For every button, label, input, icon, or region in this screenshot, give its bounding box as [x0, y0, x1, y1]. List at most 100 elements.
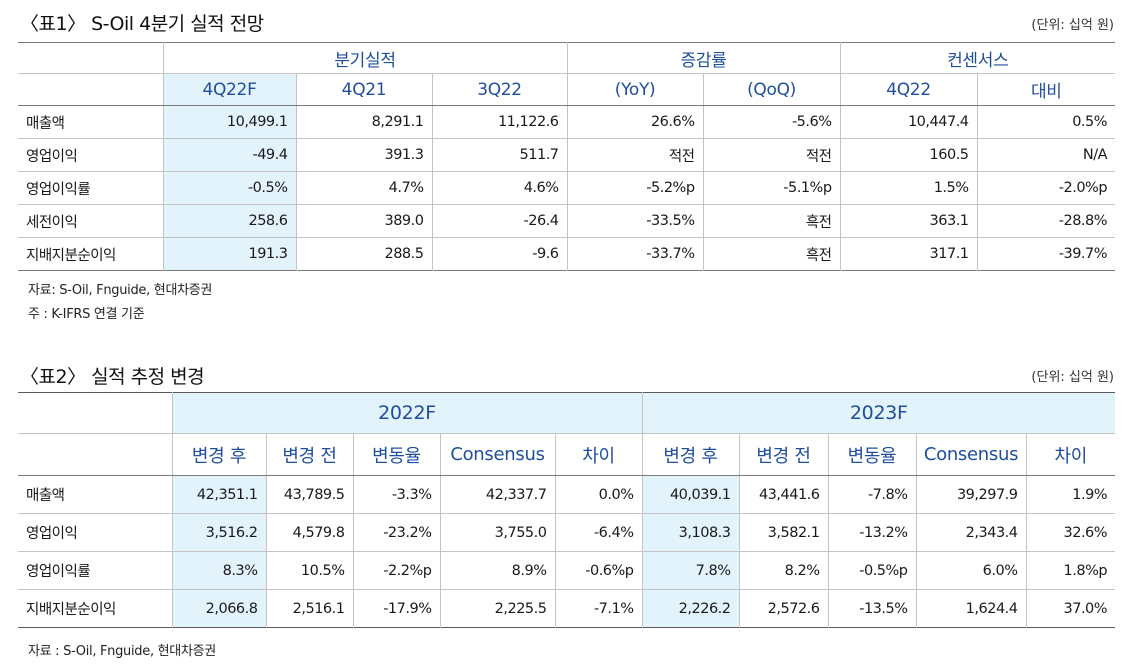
- table-cell: 3,755.0: [439, 513, 555, 552]
- table-cell: -28.8%: [976, 204, 1116, 238]
- row-label: 영업이익률: [18, 551, 172, 590]
- table-cell: 160.5: [839, 138, 978, 172]
- table-cell: 흑전: [702, 237, 841, 271]
- table1-column-header: (YoY): [566, 73, 704, 106]
- table-cell: 0.5%: [976, 105, 1116, 139]
- table-cell: 8.3%: [171, 551, 266, 590]
- table-cell: 2,516.1: [265, 589, 353, 628]
- table-cell: -17.9%: [352, 589, 440, 628]
- table-cell: 2,572.6: [738, 589, 829, 628]
- table-cell: -23.2%: [352, 513, 440, 552]
- table1-group-header-row: 분기실적 증감률 컨센서스: [18, 42, 1116, 74]
- table-cell: 2,343.4: [915, 513, 1027, 552]
- table-cell: -2.2%p: [352, 551, 440, 590]
- table-cell: -5.2%p: [566, 171, 704, 205]
- table-cell: -33.7%: [566, 237, 704, 271]
- table-cell: 258.6: [162, 204, 296, 238]
- table-cell: 26.6%: [566, 105, 704, 139]
- table-cell: 511.7: [431, 138, 568, 172]
- row-label: 매출액: [18, 475, 172, 514]
- table-cell: 3,108.3: [641, 513, 740, 552]
- table1-column-header: 대비: [976, 73, 1116, 106]
- row-label: 영업이익: [18, 138, 163, 172]
- row-label: 세전이익: [18, 204, 163, 238]
- table-cell: 288.5: [295, 237, 432, 271]
- table-cell: -13.2%: [827, 513, 917, 552]
- table1: 분기실적 증감률 컨센서스 4Q22F 4Q21 3Q22 (YoY) (QoQ…: [18, 42, 1116, 271]
- table-cell: -26.4: [431, 204, 568, 238]
- table-cell: -13.5%: [827, 589, 917, 628]
- table-cell: 32.6%: [1025, 513, 1116, 552]
- table-cell: 0.0%: [554, 475, 643, 514]
- table2-column-header: 변경 후: [641, 433, 740, 476]
- table2-column-header: 차이: [1025, 433, 1116, 476]
- table-cell: 8,291.1: [295, 105, 432, 139]
- table-cell: -7.1%: [554, 589, 643, 628]
- table1-footnote: 주 : K-IFRS 연결 기준: [28, 307, 145, 322]
- table-cell: -5.6%: [702, 105, 841, 139]
- table2-group-header: 2022F: [171, 392, 643, 434]
- table2-column-header: 차이: [554, 433, 643, 476]
- table2-group-header: 2023F: [641, 392, 1116, 434]
- table1-column-header: 4Q22: [839, 73, 978, 106]
- table-cell: 43,789.5: [265, 475, 353, 514]
- table-cell: 391.3: [295, 138, 432, 172]
- table2-column-header: 변동율: [352, 433, 440, 476]
- table2: 2022F 2023F 변경 후 변경 전 변동율 Consensus 차이 변…: [18, 392, 1116, 628]
- table1-group-header: 분기실적: [162, 42, 568, 74]
- row-label: 영업이익: [18, 513, 172, 552]
- table-cell: 37.0%: [1025, 589, 1116, 628]
- table2-unit: (단위: 십억 원): [1031, 370, 1114, 385]
- table-cell: 4.6%: [431, 171, 568, 205]
- table-cell: 10.5%: [265, 551, 353, 590]
- table-cell: -0.5%: [162, 171, 296, 205]
- table-row: 매출액 10,499.1 8,291.1 11,122.6 26.6% -5.6…: [18, 105, 1116, 139]
- table-cell: 8.2%: [738, 551, 829, 590]
- table1-title: 〈표1〉 S-Oil 4분기 실적 전망: [20, 13, 264, 35]
- table1-column-header: (QoQ): [702, 73, 841, 106]
- table-cell: 3,516.2: [171, 513, 266, 552]
- table2-source-note: 자료 : S-Oil, Fnguide, 현대차증권: [28, 644, 216, 659]
- table-row: 영업이익률 -0.5% 4.7% 4.6% -5.2%p -5.1%p 1.5%…: [18, 171, 1116, 205]
- table-cell: 1,624.4: [915, 589, 1027, 628]
- table-cell: 39,297.9: [915, 475, 1027, 514]
- table-cell: -0.6%p: [554, 551, 643, 590]
- table2-corner-cell: [18, 392, 172, 434]
- table-cell: 7.8%: [641, 551, 740, 590]
- table-cell: 11,122.6: [431, 105, 568, 139]
- table-cell: 1.8%p: [1025, 551, 1116, 590]
- table1-unit: (단위: 십억 원): [1031, 18, 1114, 33]
- table1-column-header: 4Q22F: [162, 73, 296, 106]
- table1-subheader-row: 4Q22F 4Q21 3Q22 (YoY) (QoQ) 4Q22 대비: [18, 73, 1116, 106]
- table1-corner-cell: [18, 42, 163, 74]
- table-cell: 6.0%: [915, 551, 1027, 590]
- table-cell: 8.9%: [439, 551, 555, 590]
- table2-subheader-row: 변경 후 변경 전 변동율 Consensus 차이 변경 후 변경 전 변동율…: [18, 433, 1116, 476]
- table-cell: 363.1: [839, 204, 978, 238]
- table-cell: 42,351.1: [171, 475, 266, 514]
- row-label: 매출액: [18, 105, 163, 139]
- table-cell: 4.7%: [295, 171, 432, 205]
- table-cell: -2.0%p: [976, 171, 1116, 205]
- table1-column-header: 3Q22: [431, 73, 568, 106]
- table-row: 영업이익 -49.4 391.3 511.7 적전 적전 160.5 N/A: [18, 138, 1116, 172]
- table-cell: 1.9%: [1025, 475, 1116, 514]
- table-cell: N/A: [976, 138, 1116, 172]
- table-cell: 2,225.5: [439, 589, 555, 628]
- table-cell: 2,226.2: [641, 589, 740, 628]
- table2-corner-cell: [18, 433, 172, 476]
- table1-column-header: 4Q21: [295, 73, 432, 106]
- table-cell: -7.8%: [827, 475, 917, 514]
- table-row: 세전이익 258.6 389.0 -26.4 -33.5% 흑전 363.1 -…: [18, 204, 1116, 238]
- table1-corner-cell: [18, 73, 163, 106]
- table-cell: 10,499.1: [162, 105, 296, 139]
- table1-group-header: 컨센서스: [839, 42, 1116, 74]
- table2-group-header-row: 2022F 2023F: [18, 392, 1116, 434]
- table-cell: 1.5%: [839, 171, 978, 205]
- row-label: 지배지분순이익: [26, 247, 116, 264]
- row-label: 영업이익률: [18, 171, 163, 205]
- table-cell: -0.5%p: [827, 551, 917, 590]
- table-cell: -5.1%p: [702, 171, 841, 205]
- table-cell: -3.3%: [352, 475, 440, 514]
- table2-column-header: Consensus: [439, 433, 555, 476]
